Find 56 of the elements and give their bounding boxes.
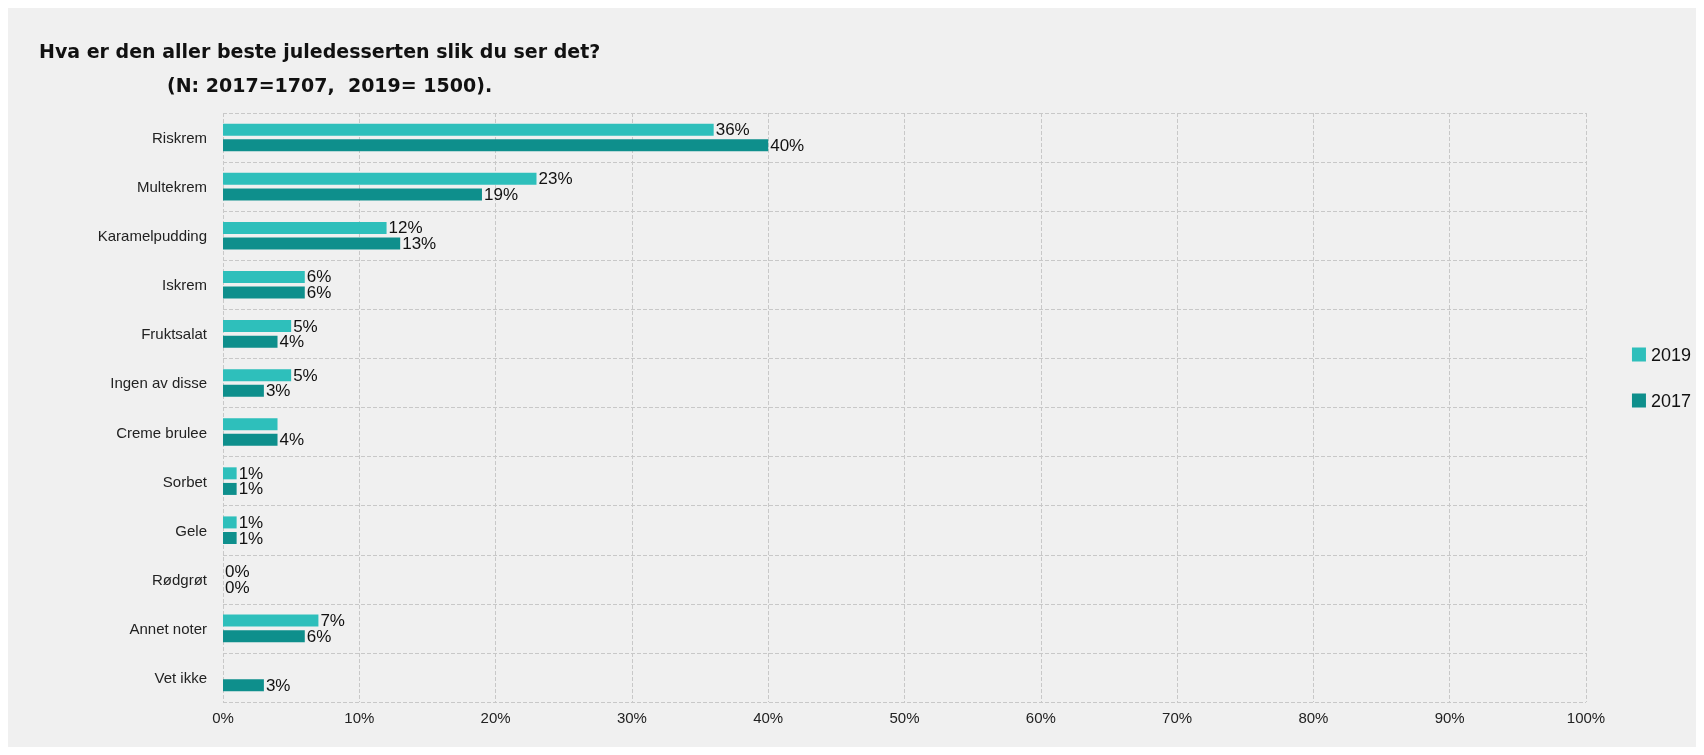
x-tick-label: 60% xyxy=(1025,709,1056,726)
bar xyxy=(223,221,387,234)
chart-title: Hva er den aller beste juledesserten slik du ser det? xyxy=(39,39,601,62)
y-tick-label: Creme brulee xyxy=(116,423,207,441)
bar xyxy=(223,516,237,529)
bar xyxy=(223,286,305,299)
y-tick-label: Vet ikke xyxy=(154,668,207,686)
y-tick-label: Multekrem xyxy=(136,178,207,196)
bar xyxy=(223,270,305,283)
y-tick-label: Fruktsalat xyxy=(141,325,208,343)
x-tick-label: 20% xyxy=(480,709,511,726)
x-tick-label: 90% xyxy=(1434,709,1465,726)
bar xyxy=(223,418,278,431)
bar xyxy=(223,433,278,446)
y-tick-label: Gele xyxy=(175,521,207,539)
y-tick-label: Sorbet xyxy=(162,472,208,490)
data-label: 4% xyxy=(279,430,305,450)
x-tick-label: 0% xyxy=(212,709,234,726)
bar xyxy=(223,123,714,136)
y-tick-label: Ingen av disse xyxy=(110,374,207,392)
x-tick-label: 80% xyxy=(1298,709,1329,726)
bar xyxy=(223,237,401,250)
legend-label: 2017 xyxy=(1650,390,1691,411)
data-label: 3% xyxy=(265,675,291,695)
x-tick-label: 30% xyxy=(616,709,647,726)
data-label: 5% xyxy=(293,365,318,385)
x-tick-label: 70% xyxy=(1162,709,1193,726)
data-label: 23% xyxy=(538,169,573,189)
bar xyxy=(223,630,305,643)
bar xyxy=(223,369,292,382)
data-label: 3% xyxy=(265,381,291,401)
legend-label: 2019 xyxy=(1650,344,1691,365)
bar xyxy=(223,320,292,333)
bar xyxy=(223,467,237,480)
y-tick-label: Riskrem xyxy=(152,129,207,147)
data-label: 40% xyxy=(770,135,805,155)
bar xyxy=(223,384,264,397)
x-tick-label: 10% xyxy=(344,709,375,726)
x-tick-label: 100% xyxy=(1566,709,1606,726)
y-tick-label: Karamelpudding xyxy=(97,227,207,245)
bar xyxy=(223,532,237,545)
y-tick-label: Iskrem xyxy=(162,276,207,294)
x-tick-label: 40% xyxy=(753,709,784,726)
bar xyxy=(223,679,264,692)
chart-subtitle: (N: 2017=1707, 2019= 1500). xyxy=(167,73,493,96)
bar xyxy=(223,614,319,627)
bar xyxy=(223,172,537,185)
bar xyxy=(223,139,769,152)
bar xyxy=(223,482,237,495)
x-tick-label: 50% xyxy=(889,709,920,726)
data-label: 36% xyxy=(715,120,750,140)
y-tick-label: Rødgrøt xyxy=(151,570,208,588)
bar xyxy=(223,335,278,348)
data-label: 19% xyxy=(483,184,518,204)
bar xyxy=(223,188,482,201)
y-tick-label: Annet noter xyxy=(129,619,207,637)
